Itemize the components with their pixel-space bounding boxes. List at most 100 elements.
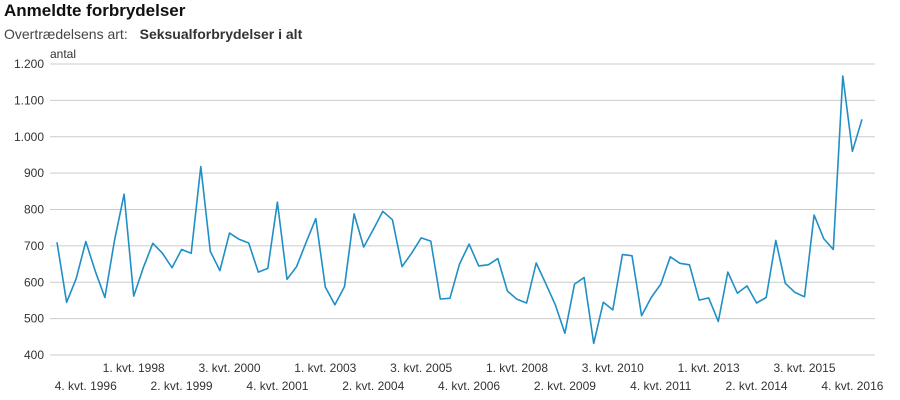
- data-point-58: [611, 308, 615, 312]
- x-tick-label-8: 1. kvt. 1998: [103, 361, 165, 375]
- data-point-76: [783, 281, 787, 285]
- data-point-52: [553, 303, 557, 307]
- y-tick-label-1100: 1.100: [14, 93, 44, 107]
- data-point-45: [486, 263, 490, 267]
- x-tick-label-63: 4. kvt. 2011: [630, 379, 691, 393]
- y-tick-label-900: 900: [24, 166, 44, 180]
- data-point-22: [266, 266, 270, 270]
- data-point-77: [793, 290, 797, 294]
- data-point-82: [841, 74, 845, 78]
- subtitle-label: Overtrædelsens art:: [4, 26, 128, 42]
- x-tick-label-38: 3. kvt. 2005: [390, 361, 452, 375]
- data-point-9: [141, 266, 145, 270]
- data-point-74: [764, 296, 768, 300]
- data-point-72: [745, 284, 749, 288]
- data-point-53: [563, 331, 567, 335]
- data-point-18: [228, 231, 232, 235]
- y-tick-label-600: 600: [24, 275, 44, 289]
- data-point-59: [620, 253, 624, 257]
- data-point-48: [515, 297, 519, 301]
- data-point-32: [362, 245, 366, 249]
- y-tick-label-700: 700: [24, 239, 44, 253]
- y-axis-label: antal: [50, 47, 76, 61]
- data-point-35: [390, 218, 394, 222]
- data-point-64: [668, 255, 672, 259]
- data-point-8: [132, 294, 136, 298]
- data-point-84: [860, 117, 864, 121]
- data-point-31: [352, 212, 356, 216]
- data-point-51: [544, 282, 548, 286]
- y-tick-label-1000: 1.000: [14, 130, 44, 144]
- data-point-60: [630, 254, 634, 258]
- data-point-40: [438, 297, 442, 301]
- data-point-54: [573, 282, 577, 286]
- x-tick-label-68: 1. kvt. 2013: [678, 361, 740, 375]
- data-point-15: [199, 165, 203, 169]
- data-point-17: [218, 269, 222, 273]
- y-tick-label-500: 500: [24, 312, 44, 326]
- data-point-42: [458, 262, 462, 266]
- data-point-55: [582, 276, 586, 280]
- data-point-24: [285, 277, 289, 281]
- data-point-13: [180, 248, 184, 252]
- data-point-71: [735, 291, 739, 295]
- data-point-46: [496, 257, 500, 261]
- data-point-4: [93, 269, 97, 273]
- x-tick-label-73: 2. kvt. 2014: [726, 379, 788, 393]
- x-tick-label-18: 3. kvt. 2000: [198, 361, 260, 375]
- y-tick-label-1200: 1.200: [14, 57, 44, 71]
- data-point-28: [323, 285, 327, 289]
- data-point-73: [755, 301, 759, 305]
- x-tick-label-78: 3. kvt. 2015: [773, 361, 835, 375]
- data-point-41: [448, 296, 452, 300]
- data-point-20: [247, 241, 251, 245]
- chart-subtitle: Overtrædelsens art: Seksualforbrydelser …: [4, 26, 302, 42]
- data-point-29: [333, 303, 337, 307]
- x-tick-label-3: 4. kvt. 1996: [55, 379, 117, 393]
- data-point-78: [803, 295, 807, 299]
- data-point-62: [649, 296, 653, 300]
- data-point-6: [113, 238, 117, 242]
- y-tick-label-400: 400: [24, 348, 44, 362]
- data-point-83: [850, 149, 854, 153]
- data-point-65: [678, 261, 682, 265]
- data-point-68: [707, 296, 711, 300]
- x-tick-label-23: 4. kvt. 2001: [246, 379, 308, 393]
- data-point-39: [429, 239, 433, 243]
- data-point-16: [208, 249, 212, 253]
- data-point-47: [505, 289, 509, 293]
- data-point-75: [774, 238, 778, 242]
- data-point-36: [400, 265, 404, 269]
- data-point-33: [371, 228, 375, 232]
- data-point-57: [601, 300, 605, 304]
- data-point-44: [477, 264, 481, 268]
- x-tick-label-33: 2. kvt. 2004: [342, 379, 404, 393]
- data-point-69: [716, 320, 720, 324]
- data-point-23: [275, 200, 279, 204]
- x-tick-label-53: 2. kvt. 2009: [534, 379, 596, 393]
- data-point-11: [160, 251, 164, 255]
- data-point-1: [65, 300, 69, 304]
- data-point-10: [151, 241, 155, 245]
- data-point-34: [381, 209, 385, 213]
- data-point-61: [640, 314, 644, 318]
- data-point-26: [304, 240, 308, 244]
- data-point-79: [812, 213, 816, 217]
- data-point-70: [726, 270, 730, 274]
- data-point-49: [525, 301, 529, 305]
- x-tick-label-48: 1. kvt. 2008: [486, 361, 548, 375]
- data-point-66: [688, 263, 692, 267]
- data-point-25: [295, 265, 299, 269]
- y-tick-label-800: 800: [24, 203, 44, 217]
- x-tick-label-43: 4. kvt. 2006: [438, 379, 500, 393]
- data-point-14: [189, 251, 193, 255]
- data-point-12: [170, 266, 174, 270]
- x-tick-label-58: 3. kvt. 2010: [582, 361, 644, 375]
- data-point-0: [55, 240, 59, 244]
- x-tick-label-13: 2. kvt. 1999: [151, 379, 213, 393]
- series-line: [56, 75, 863, 345]
- data-point-50: [534, 261, 538, 265]
- data-point-56: [592, 341, 596, 345]
- data-point-3: [84, 240, 88, 244]
